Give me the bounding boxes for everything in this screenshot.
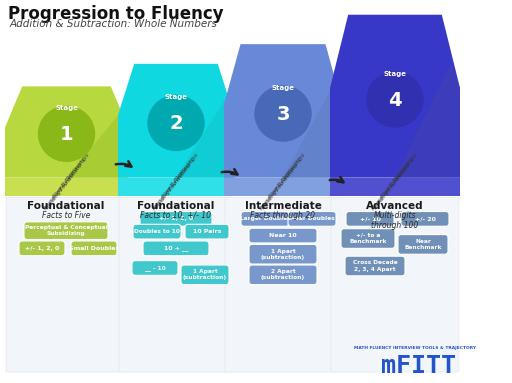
- Circle shape: [38, 106, 95, 161]
- Text: Facts to 10, +/- 10: Facts to 10, +/- 10: [140, 211, 211, 220]
- Text: +/- 20: +/- 20: [415, 216, 435, 221]
- Polygon shape: [395, 64, 460, 178]
- Text: Foundational: Foundational: [137, 201, 215, 211]
- FancyBboxPatch shape: [119, 197, 233, 372]
- Text: 2 Apart
(subtraction): 2 Apart (subtraction): [261, 269, 305, 280]
- Polygon shape: [67, 114, 128, 178]
- Text: Stage: Stage: [164, 95, 187, 100]
- Text: +/- 1, 2, 0: +/- 1, 2, 0: [159, 216, 193, 221]
- Text: Stage: Stage: [383, 71, 407, 77]
- FancyBboxPatch shape: [133, 224, 181, 239]
- Text: Fluently Retrieving: Fluently Retrieving: [52, 157, 86, 199]
- FancyBboxPatch shape: [341, 229, 395, 248]
- Circle shape: [367, 72, 423, 127]
- Text: 3: 3: [276, 105, 290, 124]
- Polygon shape: [330, 15, 460, 178]
- FancyBboxPatch shape: [181, 265, 229, 285]
- FancyBboxPatch shape: [401, 211, 449, 226]
- Text: 4: 4: [388, 91, 402, 110]
- Text: Fluently Retrieving: Fluently Retrieving: [268, 157, 303, 199]
- Text: Small Doubles: Small Doubles: [69, 246, 119, 251]
- Circle shape: [148, 95, 204, 151]
- Text: Fluently Retrieving: Fluently Retrieving: [380, 157, 415, 199]
- Text: Foundational: Foundational: [27, 201, 104, 211]
- Text: __ - 10: __ - 10: [145, 265, 165, 271]
- Polygon shape: [176, 98, 234, 178]
- Polygon shape: [118, 64, 234, 178]
- Text: Near 10: Near 10: [269, 233, 297, 238]
- Text: 10 + __: 10 + __: [164, 246, 188, 251]
- Text: Stage: Stage: [271, 85, 294, 91]
- Text: Addition & Subtraction: Whole Numbers: Addition & Subtraction: Whole Numbers: [10, 19, 218, 29]
- Text: Near Doubles: Near Doubles: [290, 216, 334, 221]
- FancyBboxPatch shape: [6, 197, 127, 372]
- FancyBboxPatch shape: [24, 222, 108, 239]
- Text: mFITT: mFITT: [380, 354, 456, 378]
- Polygon shape: [5, 87, 128, 178]
- Text: +/- to a
Benchmark: +/- to a Benchmark: [349, 233, 387, 244]
- FancyBboxPatch shape: [331, 197, 459, 372]
- Polygon shape: [330, 178, 460, 196]
- Text: Reasoning & Relationships: Reasoning & Relationships: [259, 153, 307, 211]
- Text: Cross Decade
2, 3, 4 Apart: Cross Decade 2, 3, 4 Apart: [353, 260, 397, 272]
- FancyBboxPatch shape: [143, 241, 209, 256]
- Text: +/- 10: +/- 10: [359, 216, 380, 221]
- Polygon shape: [224, 178, 342, 196]
- Text: Larger Doubles: Larger Doubles: [240, 216, 290, 221]
- Text: MATH FLUENCY INTERVIEW TOOLS & TRAJECTORY: MATH FLUENCY INTERVIEW TOOLS & TRAJECTOR…: [354, 347, 476, 350]
- FancyBboxPatch shape: [241, 211, 289, 226]
- Text: +/- 1, 2, 0: +/- 1, 2, 0: [25, 246, 59, 251]
- Polygon shape: [118, 178, 234, 196]
- FancyBboxPatch shape: [249, 265, 317, 285]
- Text: Intermediate: Intermediate: [245, 201, 322, 211]
- FancyBboxPatch shape: [71, 241, 117, 256]
- FancyBboxPatch shape: [140, 211, 212, 226]
- Text: 2: 2: [169, 115, 183, 134]
- Polygon shape: [5, 178, 128, 196]
- Text: Advanced: Advanced: [366, 201, 424, 211]
- FancyBboxPatch shape: [225, 197, 341, 372]
- Text: Building Foundations: Building Foundations: [45, 162, 83, 210]
- Text: Building Foundations: Building Foundations: [373, 162, 412, 210]
- FancyBboxPatch shape: [185, 224, 229, 239]
- Text: Near
Benchmark: Near Benchmark: [404, 239, 442, 250]
- FancyBboxPatch shape: [398, 235, 448, 254]
- Text: 10 Pairs: 10 Pairs: [193, 229, 221, 234]
- FancyBboxPatch shape: [249, 244, 317, 264]
- Circle shape: [255, 86, 311, 141]
- Polygon shape: [283, 84, 342, 178]
- FancyBboxPatch shape: [132, 260, 178, 275]
- Text: 1 Apart
(subtraction): 1 Apart (subtraction): [183, 269, 227, 280]
- Text: Reasoning & Relationships: Reasoning & Relationships: [371, 153, 419, 211]
- Text: Building Foundations: Building Foundations: [155, 162, 193, 210]
- FancyBboxPatch shape: [345, 256, 405, 276]
- Text: Reasoning & Relationships: Reasoning & Relationships: [43, 153, 90, 211]
- FancyBboxPatch shape: [346, 211, 394, 226]
- Polygon shape: [224, 44, 342, 178]
- Text: Facts to Five: Facts to Five: [42, 211, 90, 220]
- FancyBboxPatch shape: [249, 228, 317, 243]
- Text: Facts through 20: Facts through 20: [250, 211, 315, 220]
- Text: Perceptual & Conceptual
Subsidizing: Perceptual & Conceptual Subsidizing: [25, 225, 108, 236]
- Text: 1: 1: [60, 125, 73, 144]
- Text: Reasoning & Relationships: Reasoning & Relationships: [152, 153, 200, 211]
- Text: Progression to Fluency: Progression to Fluency: [8, 5, 224, 23]
- Text: Multi-digits
through 100: Multi-digits through 100: [371, 211, 419, 231]
- Text: Building Foundations: Building Foundations: [262, 162, 300, 210]
- Text: Stage: Stage: [55, 105, 78, 111]
- FancyBboxPatch shape: [19, 241, 65, 256]
- Text: Fluently Retrieving: Fluently Retrieving: [161, 157, 196, 199]
- Text: 1 Apart
(subtraction): 1 Apart (subtraction): [261, 249, 305, 260]
- Text: Doubles to 10: Doubles to 10: [134, 229, 180, 234]
- FancyBboxPatch shape: [288, 211, 336, 226]
